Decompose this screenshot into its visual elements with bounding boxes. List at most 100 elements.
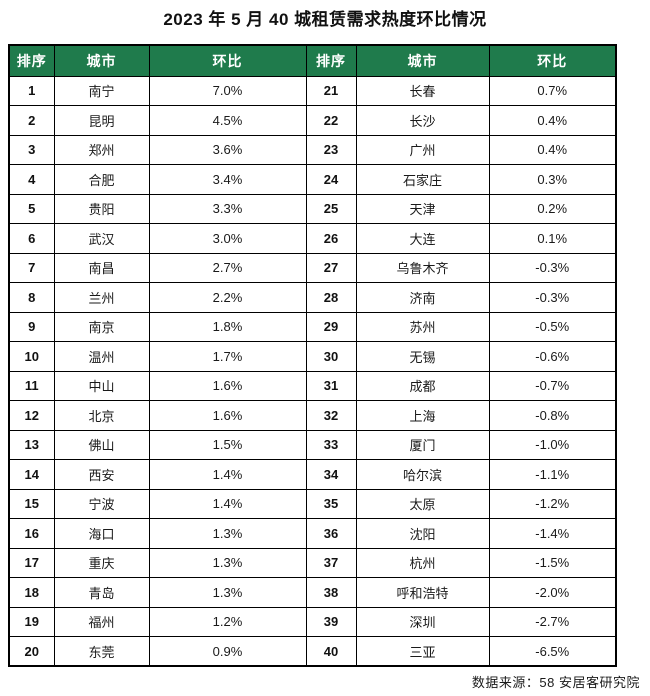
mom-cell-right: -2.7%	[488, 606, 617, 637]
mom-cell-left: 4.5%	[148, 105, 307, 136]
city-cell-right: 深圳	[355, 606, 490, 637]
rank-cell-right: 35	[305, 488, 357, 519]
city-cell-right: 济南	[355, 282, 490, 313]
mom-cell-left: 7.0%	[148, 75, 307, 106]
city-cell-left: 南京	[53, 311, 150, 342]
rank-cell-right: 40	[305, 636, 357, 667]
mom-cell-right: -0.3%	[488, 282, 617, 313]
city-cell-right: 沈阳	[355, 518, 490, 549]
table-row: 17 重庆 1.3% 37 杭州 -1.5%	[8, 547, 617, 578]
table-row: 6 武汉 3.0% 26 大连 0.1%	[8, 223, 617, 254]
city-cell-right: 大连	[355, 223, 490, 254]
rank-cell-right: 27	[305, 252, 357, 283]
mom-cell-left: 1.6%	[148, 370, 307, 401]
table-row: 5 贵阳 3.3% 25 天津 0.2%	[8, 193, 617, 224]
table-row: 10 温州 1.7% 30 无锡 -0.6%	[8, 341, 617, 372]
mom-cell-left: 1.6%	[148, 400, 307, 431]
table-row: 19 福州 1.2% 39 深圳 -2.7%	[8, 606, 617, 637]
data-source-note: 数据来源：58 安居客研究院	[471, 675, 640, 690]
city-cell-left: 北京	[53, 400, 150, 431]
city-cell-right: 长春	[355, 75, 490, 106]
table-body: 1 南宁 7.0% 21 长春 0.7% 2 昆明 4.5% 22 长沙 0.4…	[8, 75, 617, 667]
table-row: 20 东莞 0.9% 40 三亚 -6.5%	[8, 636, 617, 667]
rank-cell-right: 21	[305, 75, 357, 106]
city-cell-left: 兰州	[53, 282, 150, 313]
mom-cell-left: 1.4%	[148, 459, 307, 490]
rank-cell-left: 6	[8, 223, 55, 254]
rank-cell-left: 10	[8, 341, 55, 372]
city-cell-right: 乌鲁木齐	[355, 252, 490, 283]
header-row: 排序 城市 环比 排序 城市 环比	[8, 44, 617, 77]
city-rank-table: 排序 城市 环比 排序 城市 环比 1 南宁 7.0% 21 长春 0.7% 2…	[8, 44, 617, 667]
mom-cell-right: 0.1%	[488, 223, 617, 254]
table-row: 8 兰州 2.2% 28 济南 -0.3%	[8, 282, 617, 313]
mom-cell-left: 1.8%	[148, 311, 307, 342]
rank-cell-left: 4	[8, 164, 55, 195]
mom-cell-right: -0.6%	[488, 341, 617, 372]
mom-cell-right: 0.4%	[488, 134, 617, 165]
city-cell-right: 太原	[355, 488, 490, 519]
rank-cell-right: 37	[305, 547, 357, 578]
mom-cell-right: 0.4%	[488, 105, 617, 136]
rank-cell-left: 18	[8, 577, 55, 608]
rank-cell-left: 14	[8, 459, 55, 490]
rank-cell-right: 23	[305, 134, 357, 165]
rank-cell-right: 33	[305, 429, 357, 460]
mom-cell-right: -0.5%	[488, 311, 617, 342]
mom-cell-right: -0.3%	[488, 252, 617, 283]
mom-cell-left: 1.3%	[148, 577, 307, 608]
mom-cell-right: -6.5%	[488, 636, 617, 667]
city-cell-left: 青岛	[53, 577, 150, 608]
header-cell-rank-right: 排序	[305, 44, 357, 77]
city-cell-right: 上海	[355, 400, 490, 431]
city-cell-right: 无锡	[355, 341, 490, 372]
header-cell-city-left: 城市	[53, 44, 150, 77]
mom-cell-right: -1.4%	[488, 518, 617, 549]
mom-cell-right: -1.0%	[488, 429, 617, 460]
city-cell-left: 南昌	[53, 252, 150, 283]
mom-cell-left: 1.3%	[148, 518, 307, 549]
rank-cell-right: 28	[305, 282, 357, 313]
city-cell-left: 温州	[53, 341, 150, 372]
table-row: 3 郑州 3.6% 23 广州 0.4%	[8, 134, 617, 165]
rank-cell-left: 3	[8, 134, 55, 165]
header-cell-mom-right: 环比	[488, 44, 617, 77]
city-cell-left: 中山	[53, 370, 150, 401]
rank-cell-left: 19	[8, 606, 55, 637]
city-cell-right: 天津	[355, 193, 490, 224]
city-cell-left: 福州	[53, 606, 150, 637]
city-cell-right: 苏州	[355, 311, 490, 342]
mom-cell-left: 1.7%	[148, 341, 307, 372]
rank-cell-left: 17	[8, 547, 55, 578]
mom-cell-right: -0.8%	[488, 400, 617, 431]
rank-cell-right: 32	[305, 400, 357, 431]
table-row: 15 宁波 1.4% 35 太原 -1.2%	[8, 488, 617, 519]
city-cell-left: 海口	[53, 518, 150, 549]
table-row: 11 中山 1.6% 31 成都 -0.7%	[8, 370, 617, 401]
mom-cell-right: 0.7%	[488, 75, 617, 106]
rank-cell-right: 22	[305, 105, 357, 136]
rank-cell-left: 12	[8, 400, 55, 431]
table-row: 7 南昌 2.7% 27 乌鲁木齐 -0.3%	[8, 252, 617, 283]
mom-cell-right: -1.2%	[488, 488, 617, 519]
rank-cell-left: 20	[8, 636, 55, 667]
mom-cell-left: 2.2%	[148, 282, 307, 313]
table-row: 2 昆明 4.5% 22 长沙 0.4%	[8, 105, 617, 136]
city-cell-left: 重庆	[53, 547, 150, 578]
page-title: 2023 年 5 月 40 城租赁需求热度环比情况	[163, 10, 487, 29]
mom-cell-left: 3.6%	[148, 134, 307, 165]
mom-cell-right: 0.2%	[488, 193, 617, 224]
city-cell-right: 广州	[355, 134, 490, 165]
rank-cell-right: 39	[305, 606, 357, 637]
table-row: 18 青岛 1.3% 38 呼和浩特 -2.0%	[8, 577, 617, 608]
rank-cell-left: 16	[8, 518, 55, 549]
city-cell-left: 贵阳	[53, 193, 150, 224]
rank-cell-left: 8	[8, 282, 55, 313]
rank-cell-right: 25	[305, 193, 357, 224]
table-row: 12 北京 1.6% 32 上海 -0.8%	[8, 400, 617, 431]
city-cell-right: 成都	[355, 370, 490, 401]
city-cell-right: 石家庄	[355, 164, 490, 195]
mom-cell-left: 3.3%	[148, 193, 307, 224]
mom-cell-right: 0.3%	[488, 164, 617, 195]
